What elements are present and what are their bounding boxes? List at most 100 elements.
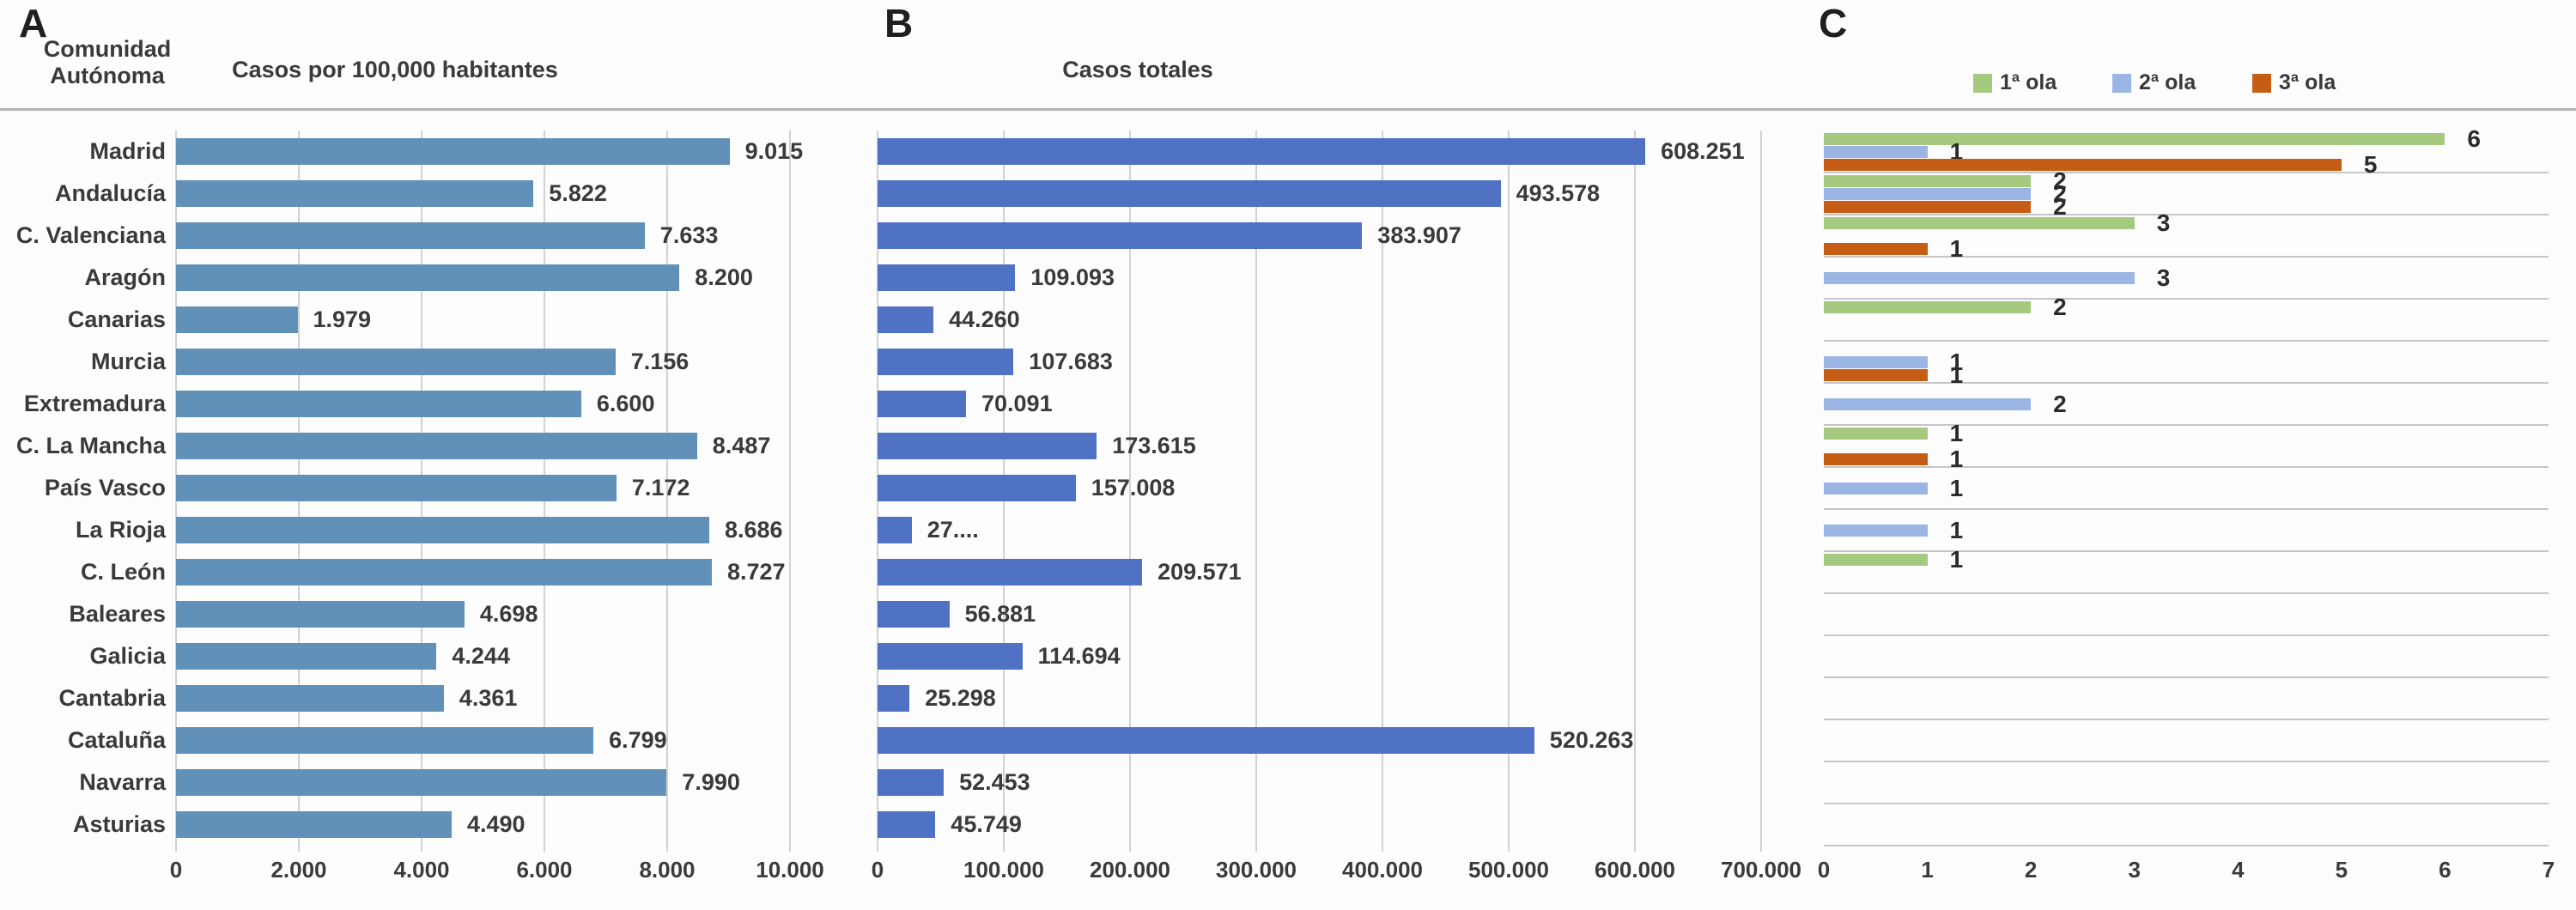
bar: [1824, 524, 1928, 537]
bar-value-label: 6: [2467, 124, 2481, 152]
bar-value-label: 2: [2053, 179, 2067, 207]
x-tick-label: 0: [169, 857, 183, 883]
bar: [878, 642, 1023, 670]
bar-value-label: 3: [2156, 264, 2171, 291]
bar-value-label: 1: [1949, 545, 1964, 573]
header-separator-line: [0, 108, 2576, 111]
bar: [176, 137, 730, 165]
x-tick-label: 600.000: [1595, 857, 1675, 883]
bar-value-label: 1: [1949, 361, 1964, 388]
bar-value-label: 44.260: [949, 306, 1020, 332]
category-label: La Rioja: [75, 517, 166, 543]
bar: [1824, 452, 1928, 465]
legend-label-wave1: 1ª ola: [2000, 70, 2057, 94]
bar: [176, 642, 437, 670]
bar: [878, 390, 966, 417]
category-label: Aragón: [84, 264, 167, 290]
gridline: [1760, 130, 1762, 852]
gridline: [1508, 130, 1510, 852]
bar: [878, 348, 1014, 375]
bar: [878, 516, 912, 543]
x-tick-label: 200.000: [1090, 857, 1170, 883]
legend-item-wave2: 2ª ola: [2112, 70, 2196, 95]
bar: [176, 600, 465, 628]
bar: [1824, 355, 1928, 368]
bar-value-label: 383.907: [1377, 222, 1461, 248]
gridline: [1824, 592, 2549, 594]
bar: [176, 179, 534, 207]
bar: [176, 810, 452, 838]
legend-item-wave1: 1ª ola: [1973, 70, 2057, 95]
bar-value-label: 608.251: [1661, 138, 1745, 164]
bar: [878, 600, 950, 628]
bar-value-label: 4.361: [459, 685, 518, 711]
gridline: [789, 130, 791, 852]
bar-value-label: 1: [1949, 234, 1964, 262]
gridline: [1824, 845, 2549, 846]
bar: [1824, 174, 2032, 187]
category-label: Asturias: [72, 811, 166, 837]
bar-value-label: 1: [1949, 445, 1964, 472]
category-label: Cantabria: [58, 685, 166, 711]
gridline: [1824, 424, 2549, 426]
x-tick-label: 4.000: [393, 857, 450, 883]
bar: [1824, 242, 1928, 255]
bar-value-label: 8.727: [727, 559, 786, 585]
bar-value-label: 157.008: [1091, 475, 1176, 500]
bar-value-label: 25.298: [925, 685, 996, 711]
gridline: [1824, 172, 2549, 173]
bar: [878, 684, 910, 712]
bar-value-label: 1: [1949, 474, 1964, 501]
gridline: [1824, 466, 2549, 468]
panel-c-letter: C: [1819, 1, 1848, 46]
bar-value-label: 109.093: [1030, 264, 1115, 290]
x-tick-label: 100.000: [963, 857, 1044, 883]
bar: [176, 264, 680, 291]
bar: [878, 221, 1363, 249]
category-axis-title: Comunidad Autónoma: [30, 36, 185, 89]
bar-value-label: 209.571: [1157, 559, 1242, 585]
bar-value-label: 173.615: [1112, 433, 1196, 458]
wave3-swatch-icon: [2252, 73, 2271, 93]
category-label: Andalucía: [54, 180, 166, 206]
bar: [1824, 368, 1928, 381]
panel-b-letter: B: [884, 1, 914, 46]
x-tick-label: 700.000: [1721, 857, 1801, 883]
panel-a-letter: A: [19, 1, 48, 46]
bar: [878, 768, 945, 796]
bar: [878, 726, 1534, 754]
bar: [1824, 145, 1928, 158]
bar: [176, 390, 581, 417]
bar: [1824, 553, 1928, 566]
x-tick-label: 6.000: [516, 857, 573, 883]
bar: [176, 768, 667, 796]
bar: [878, 810, 936, 838]
bar: [1824, 271, 2135, 284]
bar-value-label: 1: [1949, 516, 1964, 543]
bar: [1824, 200, 2032, 213]
bar-value-label: 2: [2053, 167, 2067, 194]
bar-value-label: 7.990: [682, 769, 740, 795]
bar-value-label: 114.694: [1037, 643, 1121, 669]
bar-value-label: 7.633: [659, 222, 719, 248]
bar: [1824, 187, 2032, 200]
gridline: [1824, 761, 2549, 762]
gridline: [1824, 256, 2549, 258]
category-label: Canarias: [67, 306, 166, 332]
bar-value-label: 1: [1949, 348, 1964, 375]
category-label: C. La Mancha: [15, 433, 166, 458]
bar: [878, 432, 1097, 459]
bar: [878, 474, 1076, 501]
bar-value-label: 27....: [927, 517, 979, 543]
bar: [176, 432, 697, 459]
x-tick-label: 5: [2335, 857, 2348, 883]
bar: [1824, 132, 2445, 145]
x-tick-label: 300.000: [1216, 857, 1297, 883]
bar-value-label: 8.200: [695, 264, 753, 290]
category-label: Navarra: [79, 769, 166, 795]
x-tick-label: 0: [1817, 857, 1831, 883]
bar-value-label: 4.244: [452, 643, 510, 669]
legend-label-wave3: 3ª ola: [2279, 70, 2336, 94]
gridline: [1824, 382, 2549, 384]
bar-value-label: 520.263: [1549, 727, 1634, 753]
